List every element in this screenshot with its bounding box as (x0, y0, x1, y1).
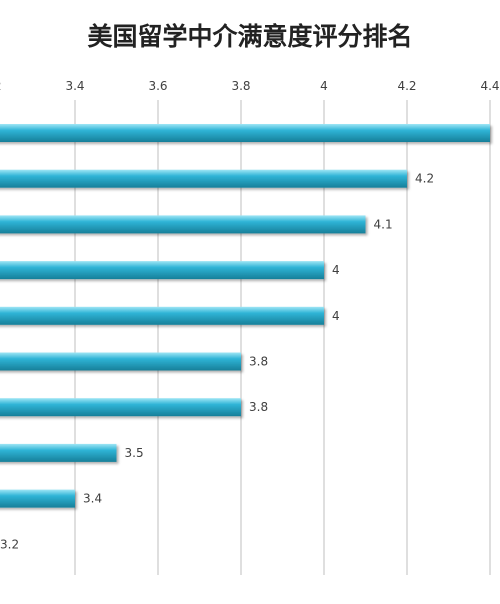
data-label: 4.2 (415, 172, 434, 186)
data-label: 3.8 (249, 400, 268, 414)
bars (0, 124, 490, 508)
x-tick-label: 3.6 (148, 79, 167, 93)
bar (0, 169, 407, 188)
x-tick-label: 3.4 (65, 79, 84, 93)
bar (0, 261, 324, 280)
x-tick-label: 4.2 (397, 79, 416, 93)
data-label: 4.1 (374, 217, 393, 231)
x-tick-label: 3.8 (231, 79, 250, 93)
bar (0, 443, 117, 462)
x-tick-label: 4.4 (480, 79, 499, 93)
chart-title: 美国留学中介满意度评分排名 (87, 22, 412, 51)
data-label: 4 (332, 263, 340, 277)
data-label: 4 (332, 309, 340, 323)
data-label: 3.8 (249, 355, 268, 369)
bar (0, 398, 241, 417)
bar (0, 215, 366, 234)
bar (0, 306, 324, 325)
bar (0, 489, 75, 508)
bar (0, 124, 490, 142)
x-axis-ticks: 3.2 3.4 3.6 3.8 4 4.2 4.4 (0, 79, 500, 93)
x-tick-label: 3.2 (0, 79, 2, 93)
bar (0, 352, 241, 371)
data-labels: 4.2 4.1 4 4 3.8 3.8 3.5 3.4 3.2 (0, 172, 434, 552)
data-label: 3.2 (0, 537, 19, 551)
x-tick-label: 4 (320, 79, 328, 93)
data-label: 3.4 (83, 492, 102, 506)
data-label: 3.5 (125, 446, 144, 460)
